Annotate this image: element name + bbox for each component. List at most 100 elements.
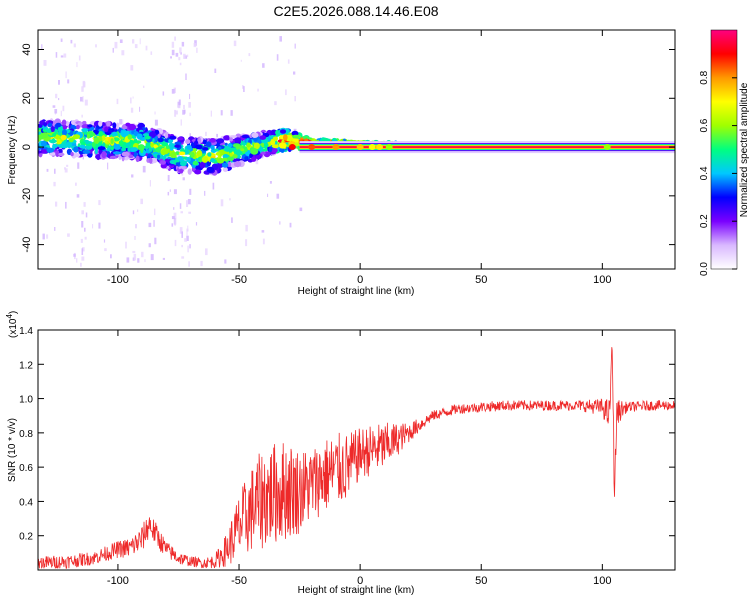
heatmap-speck: [243, 86, 245, 92]
colorbar-tick-label: 0.8: [699, 70, 710, 84]
heatmap-speck: [182, 109, 185, 115]
heatmap-cell: [52, 133, 56, 137]
heatmap-cell: [271, 144, 279, 149]
heatmap-cell: [80, 141, 86, 146]
heatmap-speck: [64, 168, 68, 173]
snr-panel: -100 -50 0 50 100 0.2 0.4 0.6 0.8 1.0 1.2 1.4 Heig…: [5, 311, 676, 596]
heatmap-speck: [188, 211, 191, 214]
heatmap-speck: [212, 182, 215, 190]
heatmap-speck: [173, 207, 175, 210]
spectrogram-y-ticks: -40 -20 0 20 40: [21, 43, 675, 253]
heatmap-cell: [227, 161, 232, 167]
heatmap-speck: [257, 88, 259, 92]
heatmap-cell: [278, 148, 285, 153]
heatmap-speck: [179, 62, 182, 66]
heatmap-speck: [76, 258, 78, 263]
snr-frame: [37, 329, 676, 571]
heatmap-cell: [101, 151, 107, 159]
heatmap-cell: [205, 141, 212, 148]
heatmap-speck: [188, 261, 190, 267]
heatmap-cell: [94, 147, 98, 155]
heatmap-speck: [220, 110, 223, 116]
heatmap-cell: [169, 135, 177, 140]
heatmap-speck: [81, 210, 84, 215]
heatmap-speck: [55, 93, 58, 99]
heatmap-speck: [65, 201, 67, 209]
heatmap-speck: [148, 222, 152, 228]
heatmap-cell: [157, 154, 161, 159]
heatmap-speck: [183, 109, 186, 114]
colorbar-tick-label: 0.2: [699, 214, 710, 228]
heatmap-cell: [192, 160, 199, 166]
heatmap-cell: [161, 142, 169, 147]
heatmap-cell: [142, 133, 150, 137]
heatmap-cell: [61, 119, 67, 126]
heatmap-speck: [262, 63, 265, 68]
heatmap-speck: [95, 44, 97, 48]
heatmap-speck: [80, 262, 82, 267]
heatmap-cell: [127, 134, 133, 140]
heatmap-speck: [184, 238, 187, 242]
heatmap-cell: [255, 154, 261, 160]
heatmap-speck: [121, 50, 125, 56]
heatmap-speck: [189, 244, 191, 249]
x-tick-label: 0: [357, 274, 363, 286]
heatmap-cell: [178, 165, 187, 170]
heatmap-cell: [283, 134, 288, 141]
heatmap-cell: [216, 138, 225, 144]
heatmap-speck: [82, 155, 84, 160]
heatmap-speck: [262, 238, 265, 245]
heatmap-cell: [196, 150, 203, 157]
heatmap-cell: [104, 126, 109, 133]
heatmap-speck: [52, 105, 56, 108]
heatmap-speck: [134, 236, 136, 240]
y-tick-label: 0.2: [19, 532, 33, 543]
heatmap-cell: [148, 157, 153, 164]
heatmap-speck: [174, 239, 177, 247]
spectrogram-panel: -100 -50 0 50 100 -40 -20 0 20 40 Height of stra…: [7, 29, 676, 297]
snr-background: [38, 330, 675, 570]
y-tick-label: 40: [21, 43, 33, 55]
heatmap-speck: [81, 248, 84, 255]
heatmap-speck: [154, 237, 157, 245]
heatmap-speck: [70, 39, 73, 44]
heatmap-cell: [147, 153, 153, 157]
heatmap-speck: [114, 41, 118, 49]
heatmap-speck: [73, 253, 76, 257]
heatmap-speck: [80, 238, 83, 243]
x-tick-label: -50: [231, 575, 247, 587]
heatmap-speck: [193, 43, 197, 48]
heatmap-speck: [186, 235, 189, 241]
heatmap-cell: [79, 144, 86, 149]
heatmap-speck: [78, 55, 81, 61]
heatmap-cell: [223, 135, 231, 141]
heatmap-speck: [92, 224, 94, 229]
heatmap-cell: [40, 140, 47, 147]
heatmap-speck: [170, 56, 172, 59]
heatmap-speck: [200, 260, 203, 267]
heatmap-speck: [188, 102, 191, 108]
heatmap-cell: [222, 157, 229, 162]
heatmap-speck: [65, 71, 67, 79]
heatmap-cell: [55, 150, 60, 157]
heatmap-speck: [233, 40, 237, 47]
carrier-peak: [368, 144, 376, 151]
heatmap-speck: [276, 193, 280, 199]
heatmap-cell: [229, 147, 237, 151]
heatmap-cell: [165, 145, 170, 150]
heatmap-cell: [160, 160, 166, 165]
y-tick-label: -40: [21, 237, 33, 253]
heatmap-speck: [224, 259, 227, 264]
heatmap-cell: [120, 130, 128, 138]
heatmap-speck: [55, 52, 58, 58]
carrier-peak: [308, 144, 316, 151]
heatmap-speck: [269, 181, 272, 184]
heatmap-speck: [104, 248, 107, 252]
heatmap-speck: [178, 99, 181, 106]
heatmap-cell: [222, 154, 229, 159]
heatmap-cell: [185, 139, 191, 145]
heatmap-cell: [135, 155, 140, 163]
heatmap-speck: [173, 189, 177, 195]
spectrogram-heatmap: [38, 36, 675, 267]
heatmap-cell: [164, 131, 169, 139]
